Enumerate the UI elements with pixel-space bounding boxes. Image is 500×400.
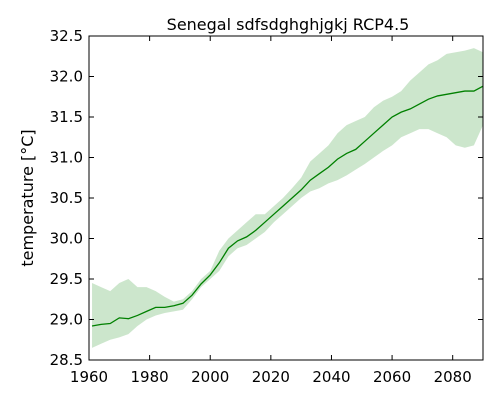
x-tick-label: 2020 <box>252 368 290 386</box>
y-tick-label: 29.0 <box>50 311 83 329</box>
x-tick-label: 1980 <box>131 368 169 386</box>
x-tick-label: 2080 <box>434 368 472 386</box>
y-tick-label: 30.0 <box>50 230 83 248</box>
y-tick-label: 30.5 <box>50 189 83 207</box>
y-tick-label: 32.5 <box>50 27 83 45</box>
x-tick-label: 2000 <box>191 368 229 386</box>
x-tick-label: 1960 <box>70 368 108 386</box>
y-axis-label: temperature [°C] <box>18 129 37 266</box>
y-tick-label: 32.0 <box>50 68 83 86</box>
y-tick-label: 31.5 <box>50 108 83 126</box>
y-tick-label: 28.5 <box>50 351 83 369</box>
axis-ticks: 1960 1980 2000 2020 2040 2060 2080 28.5 29.0 29.5… <box>50 27 483 386</box>
y-tick-label: 31.0 <box>50 149 83 167</box>
mean-line <box>91 85 484 327</box>
y-tick-label: 29.5 <box>50 270 83 288</box>
plot-area <box>91 48 484 348</box>
x-tick-label: 2060 <box>373 368 411 386</box>
chart-title: Senegal sdfsdghghjgkj RCP4.5 <box>167 15 410 34</box>
x-tick-label: 2040 <box>312 368 350 386</box>
